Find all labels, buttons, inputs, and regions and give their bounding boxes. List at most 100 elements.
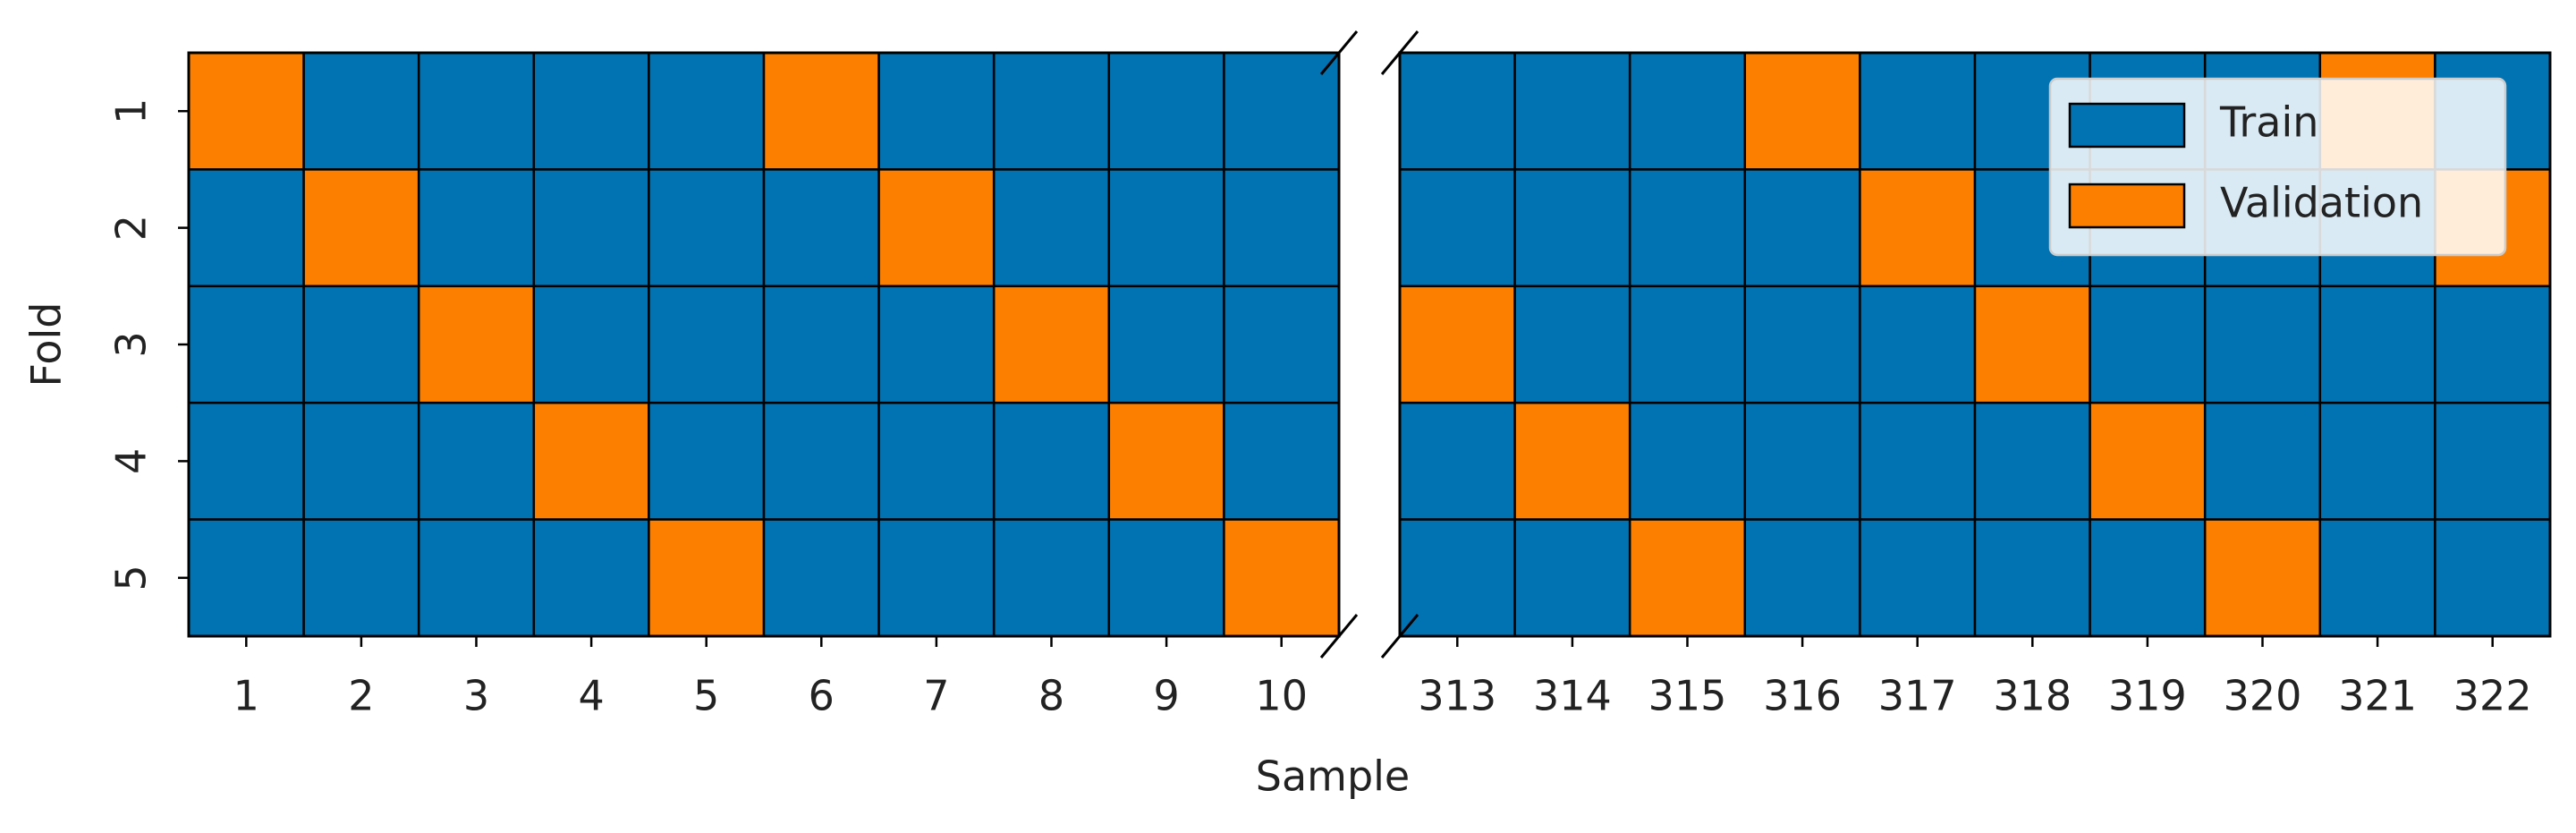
cell (1743, 285, 1861, 404)
x-tick-label: 321 (2338, 672, 2417, 720)
cell (877, 401, 996, 521)
x-tick-label: 316 (1763, 672, 1842, 720)
x-tick-label: 318 (1993, 672, 2072, 720)
cell (532, 51, 650, 171)
legend-swatch (2068, 183, 2186, 229)
cell (1859, 168, 1977, 288)
legend: Train Validation (2048, 77, 2507, 257)
cell (762, 168, 880, 288)
cell (2203, 518, 2322, 638)
cell (1513, 168, 1631, 288)
cell (302, 168, 420, 288)
cell (762, 285, 880, 404)
x-tick-label: 5 (693, 672, 719, 720)
cell (1513, 401, 1631, 521)
cell (187, 168, 305, 288)
cell (1223, 401, 1341, 521)
cell (877, 168, 996, 288)
y-tick-label: 2 (107, 215, 156, 241)
cell (762, 51, 880, 171)
cell (2089, 518, 2207, 638)
cell (1107, 168, 1225, 288)
cell (1743, 401, 1861, 521)
cell (2434, 518, 2552, 638)
cell (1743, 51, 1861, 171)
legend-label: Train (2219, 98, 2318, 147)
cell (877, 51, 996, 171)
x-tick-label: 10 (1255, 672, 1308, 720)
cell (648, 401, 766, 521)
break-mark (1319, 30, 1359, 75)
y-tick-label: 1 (107, 98, 156, 124)
x-tick-label: 317 (1878, 672, 1957, 720)
x-tick-label: 319 (2108, 672, 2187, 720)
x-tick-label: 3 (463, 672, 489, 720)
cell (1973, 401, 2091, 521)
legend-swatch (2068, 102, 2186, 149)
cell (762, 401, 880, 521)
cell (1743, 168, 1861, 288)
cell (1107, 51, 1225, 171)
cell (2318, 518, 2436, 638)
x-tick-label: 2 (348, 672, 374, 720)
cell (1513, 285, 1631, 404)
cell (1398, 401, 1516, 521)
y-tick-label: 3 (107, 331, 156, 357)
x-tick-label: 314 (1533, 672, 1612, 720)
x-tick-label: 9 (1153, 672, 1179, 720)
cell (1628, 51, 1747, 171)
cell (1107, 401, 1225, 521)
cell (992, 168, 1111, 288)
cell (1223, 51, 1341, 171)
cell (762, 518, 880, 638)
cell (1398, 285, 1516, 404)
cell (532, 401, 650, 521)
cell (877, 518, 996, 638)
cell (532, 518, 650, 638)
x-tick-label: 8 (1038, 672, 1064, 720)
cell (1859, 518, 1977, 638)
cell (1973, 518, 2091, 638)
cell (1513, 518, 1631, 638)
cell (1513, 51, 1631, 171)
break-mark (1380, 30, 1419, 75)
cell (648, 51, 766, 171)
cell (1223, 168, 1341, 288)
x-tick-label: 322 (2453, 672, 2532, 720)
cell (2434, 285, 2552, 404)
cell (417, 285, 536, 404)
cell (2203, 401, 2322, 521)
cell (1628, 518, 1747, 638)
cell (1107, 285, 1225, 404)
cell (187, 518, 305, 638)
y-tick-label: 4 (107, 448, 156, 474)
y-axis-label: Fold (22, 302, 71, 387)
cell (1628, 401, 1747, 521)
cell (648, 285, 766, 404)
legend-label: Validation (2220, 179, 2423, 227)
cell (302, 518, 420, 638)
cell (1859, 51, 1977, 171)
x-tick-label: 313 (1418, 672, 1496, 720)
cell (2318, 285, 2436, 404)
cell (1973, 285, 2091, 404)
x-tick-label: 7 (923, 672, 949, 720)
cell (1398, 51, 1516, 171)
cell (992, 51, 1111, 171)
cell (187, 285, 305, 404)
cell (417, 51, 536, 171)
cell (648, 518, 766, 638)
cell (2434, 401, 2552, 521)
cell (302, 401, 420, 521)
cell (532, 168, 650, 288)
cell (302, 285, 420, 404)
cell (648, 168, 766, 288)
cell (1628, 168, 1747, 288)
break-mark (1319, 614, 1359, 659)
cell (1859, 401, 1977, 521)
cell (992, 401, 1111, 521)
x-axis-label: Sample (1256, 752, 1410, 801)
cell (417, 168, 536, 288)
cell (532, 285, 650, 404)
cell (187, 401, 305, 521)
